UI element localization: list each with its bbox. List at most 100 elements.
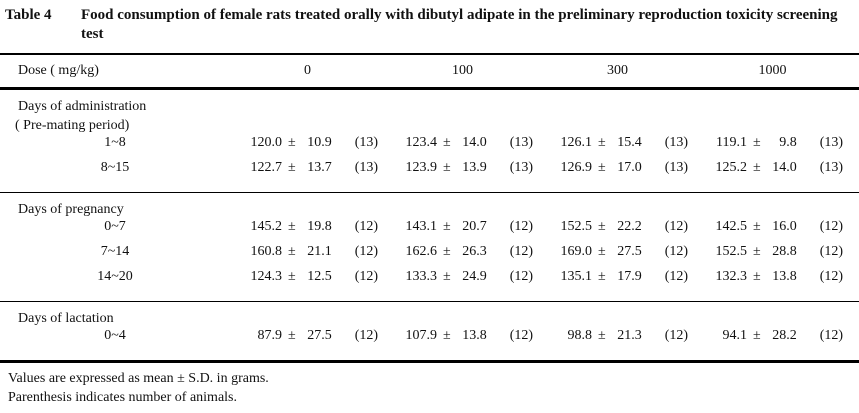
animal-count: (12) [509,328,534,343]
sd-value: 15.4 [617,135,642,150]
sd-value: 13.7 [307,160,332,175]
data-cell: 160.8 ± 21.1 (12) [230,244,385,260]
mean-value: 162.6 [405,244,438,259]
footnote-mean-sd: Values are expressed as mean ± S.D. in g… [8,371,269,386]
data-cell: 107.9 ± 13.8 (12) [385,328,540,344]
animal-count: (13) [819,135,844,150]
sd-value: 22.2 [617,219,642,234]
mean-value: 143.1 [405,219,438,234]
plus-minus-sign: ± [598,328,606,343]
animal-count: (13) [819,160,844,175]
animal-count: (12) [664,269,689,284]
row-label: 0~4 [104,328,126,343]
mean-value: 133.3 [405,269,438,284]
section-lactation: Days of lactation 0~4 87.9 ± 27.5 (12) 1… [0,302,859,363]
plus-minus-sign: ± [753,328,761,343]
mean-value: 125.2 [715,160,748,175]
row-label: 14~20 [97,269,133,284]
animal-count: (12) [819,269,844,284]
plus-minus-sign: ± [288,135,296,150]
sd-value: 26.3 [462,244,487,259]
mean-value: 122.7 [250,160,283,175]
sd-value: 12.5 [307,269,332,284]
data-cell: 145.2 ± 19.8 (12) [230,219,385,235]
dose-label: Dose ( mg/kg) [18,63,99,78]
data-cell: 124.3 ± 12.5 (12) [230,269,385,285]
table-number: Table 4 [5,7,52,23]
mean-value: 98.8 [567,328,593,343]
plus-minus-sign: ± [288,219,296,234]
mean-value: 152.5 [560,219,593,234]
data-cell: 126.9 ± 17.0 (13) [540,160,695,176]
row-label: 1~8 [104,135,126,150]
dose-value-0: 0 [304,63,311,78]
data-cell: 152.5 ± 22.2 (12) [540,219,695,235]
animal-count: (13) [509,135,534,150]
data-cell: 122.7 ± 13.7 (13) [230,160,385,176]
mean-value: 135.1 [560,269,593,284]
data-cell: 123.9 ± 13.9 (13) [385,160,540,176]
table-title-block: Table 4 Food consumption of female rats … [0,0,859,55]
plus-minus-sign: ± [443,244,451,259]
sd-value: 9.8 [779,135,797,150]
data-cell: 120.0 ± 10.9 (13) [230,135,385,151]
sd-value: 17.0 [617,160,642,175]
plus-minus-sign: ± [598,160,606,175]
mean-value: 120.0 [250,135,283,150]
sd-value: 21.1 [307,244,332,259]
sd-value: 27.5 [307,328,332,343]
mean-value: 123.4 [405,135,438,150]
animal-count: (12) [509,244,534,259]
table-title: Table 4 Food consumption of female rats … [5,6,849,44]
plus-minus-sign: ± [288,269,296,284]
sd-value: 27.5 [617,244,642,259]
row-label: 0~7 [104,219,126,234]
mean-value: 124.3 [250,269,283,284]
plus-minus-sign: ± [288,244,296,259]
sd-value: 28.8 [772,244,797,259]
animal-count: (13) [509,160,534,175]
animal-count: (12) [354,244,379,259]
mean-value: 123.9 [405,160,438,175]
data-cell: 135.1 ± 17.9 (12) [540,269,695,285]
plus-minus-sign: ± [443,135,451,150]
mean-value: 94.1 [722,328,748,343]
table-caption: Food consumption of female rats treated … [81,7,838,42]
plus-minus-sign: ± [598,135,606,150]
section-heading: Days of pregnancy [18,202,124,217]
sd-value: 20.7 [462,219,487,234]
section-administration: Days of administration ( Pre-mating peri… [0,90,859,193]
mean-value: 169.0 [560,244,593,259]
plus-minus-sign: ± [753,219,761,234]
sd-value: 19.8 [307,219,332,234]
animal-count: (12) [664,244,689,259]
sd-value: 14.0 [772,160,797,175]
mean-value: 152.5 [715,244,748,259]
data-cell: 142.5 ± 16.0 (12) [695,219,850,235]
row-label: 8~15 [100,160,130,175]
plus-minus-sign: ± [288,328,296,343]
animal-count: (13) [664,160,689,175]
mean-value: 160.8 [250,244,283,259]
mean-value: 142.5 [715,219,748,234]
data-cell: 152.5 ± 28.8 (12) [695,244,850,260]
data-cell: 87.9 ± 27.5 (12) [230,328,385,344]
sd-value: 28.2 [772,328,797,343]
mean-value: 119.1 [716,135,747,150]
row-label: 7~14 [100,244,130,259]
mean-value: 132.3 [715,269,748,284]
plus-minus-sign: ± [443,160,451,175]
sd-value: 21.3 [617,328,642,343]
data-cell: 133.3 ± 24.9 (12) [385,269,540,285]
mean-value: 126.1 [560,135,593,150]
table-row: 0~7 145.2 ± 19.8 (12) 143.1 ± 20.7 (12) … [0,219,859,244]
animal-count: (12) [819,244,844,259]
mean-value: 107.9 [405,328,438,343]
animal-count: (13) [354,160,379,175]
table-row: 0~4 87.9 ± 27.5 (12) 107.9 ± 13.8 (12) 9… [0,328,859,353]
animal-count: (12) [354,219,379,234]
data-cell: 125.2 ± 14.0 (13) [695,160,850,176]
animal-count: (12) [354,269,379,284]
plus-minus-sign: ± [753,160,761,175]
table-row: 8~15 122.7 ± 13.7 (13) 123.9 ± 13.9 (13)… [0,160,859,185]
